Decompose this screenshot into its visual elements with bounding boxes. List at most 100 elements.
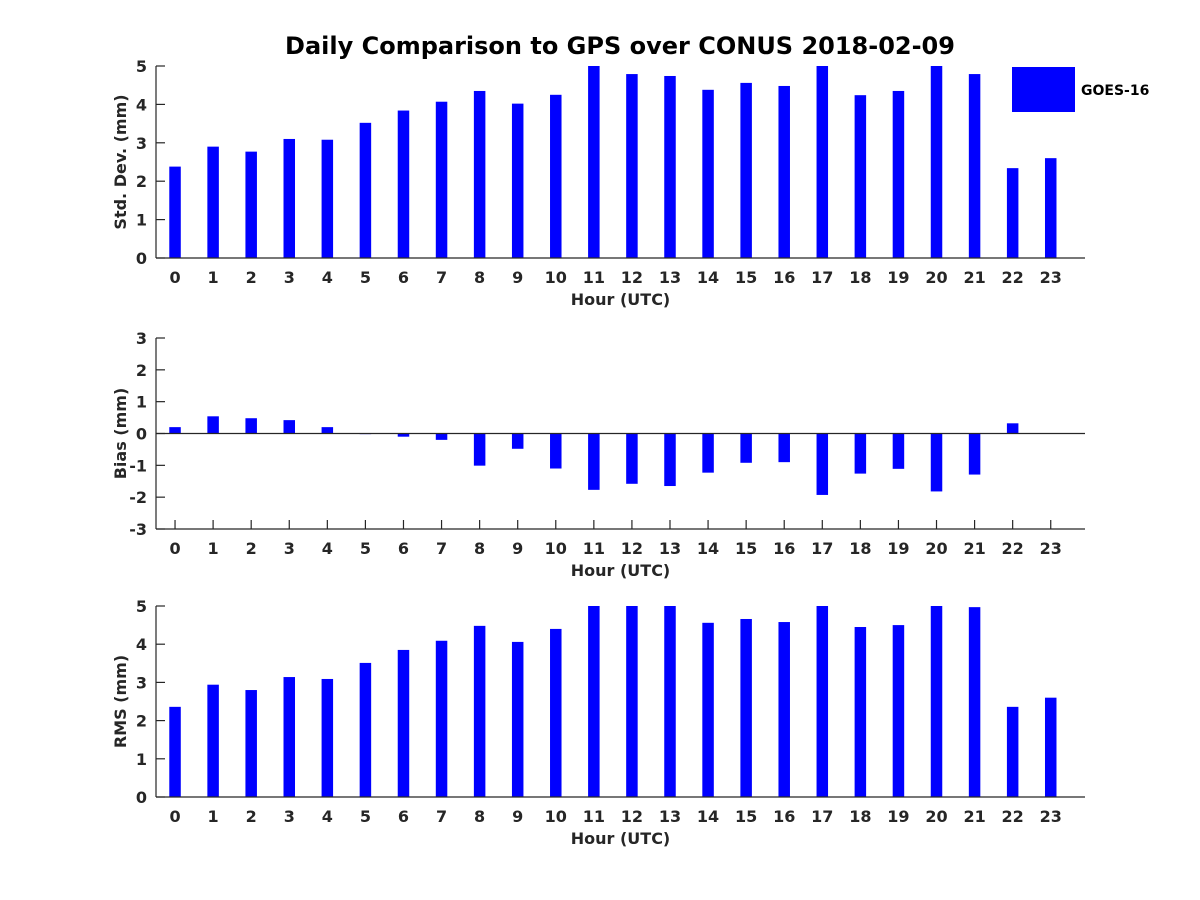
x-tick-label: 17 — [811, 807, 833, 826]
x-tick-label: 23 — [1040, 268, 1062, 287]
bar-std-dev-hour-21 — [968, 74, 981, 259]
x-tick-label: 4 — [322, 268, 333, 287]
bar-rms-hour-20 — [930, 606, 943, 797]
bar-std-dev-hour-7 — [435, 101, 448, 258]
bar-bias-hour-14 — [702, 433, 714, 473]
bar-std-dev-hour-10 — [550, 94, 562, 258]
bar-std-dev-hour-17 — [816, 66, 829, 258]
bar-bias-hour-19 — [892, 433, 905, 469]
bar-std-dev-hour-6 — [397, 110, 410, 258]
x-tick-label: 1 — [208, 268, 219, 287]
bar-std-dev-hour-23 — [1044, 158, 1057, 258]
y-tick-label: 0 — [136, 249, 147, 268]
bar-bias-hour-2 — [245, 418, 257, 434]
x-tick-label: 20 — [925, 268, 947, 287]
x-tick-label: 11 — [583, 268, 605, 287]
x-tick-label: 16 — [773, 539, 795, 558]
bar-rms-hour-14 — [702, 622, 714, 797]
x-tick-label: 13 — [659, 539, 681, 558]
bar-bias-hour-21 — [968, 433, 981, 475]
x-tick-label: 18 — [849, 539, 871, 558]
bar-bias-hour-4 — [321, 427, 334, 434]
bar-bias-hour-15 — [740, 433, 752, 463]
x-tick-label: 9 — [512, 807, 523, 826]
bar-std-dev-hour-19 — [892, 90, 905, 259]
bar-rms-hour-21 — [968, 607, 981, 797]
bar-rms-hour-23 — [1044, 697, 1057, 797]
bar-rms-hour-0 — [169, 706, 181, 797]
bar-rms-hour-18 — [854, 627, 867, 797]
y-tick-label: -1 — [129, 456, 147, 475]
x-tick-label: 2 — [246, 807, 257, 826]
bar-std-dev-hour-9 — [511, 103, 524, 258]
bar-rms-hour-10 — [550, 628, 562, 797]
x-tick-label: 16 — [773, 268, 795, 287]
bar-std-dev-hour-1 — [207, 146, 219, 258]
bar-rms-hour-16 — [778, 622, 790, 797]
x-axis-label-bias: Hour (UTC) — [571, 561, 671, 580]
bar-std-dev-hour-18 — [854, 95, 867, 259]
bar-std-dev-hour-3 — [283, 138, 296, 258]
x-tick-label: 4 — [322, 807, 333, 826]
x-tick-label: 3 — [284, 807, 295, 826]
x-tick-label: 12 — [621, 539, 643, 558]
y-tick-label: 4 — [136, 635, 147, 654]
x-tick-label: 8 — [474, 807, 485, 826]
y-tick-label: -3 — [129, 520, 147, 539]
x-tick-label: 21 — [963, 539, 985, 558]
bar-rms-hour-13 — [664, 606, 676, 797]
x-tick-label: 6 — [398, 539, 409, 558]
bar-rms-hour-2 — [245, 690, 257, 797]
bar-bias-hour-17 — [816, 433, 829, 495]
bar-std-dev-hour-12 — [626, 74, 638, 259]
x-tick-label: 10 — [545, 807, 567, 826]
x-tick-label: 10 — [545, 539, 567, 558]
y-tick-label: 5 — [136, 57, 147, 76]
bar-rms-hour-15 — [740, 618, 752, 797]
x-tick-label: 1 — [208, 539, 219, 558]
x-tick-label: 2 — [246, 268, 257, 287]
x-tick-label: 19 — [887, 807, 909, 826]
bar-rms-hour-8 — [473, 625, 486, 797]
x-tick-label: 3 — [284, 539, 295, 558]
bar-bias-hour-22 — [1006, 423, 1019, 434]
y-tick-label: 3 — [136, 329, 147, 348]
x-tick-label: 12 — [621, 807, 643, 826]
bar-rms-hour-17 — [816, 606, 829, 797]
legend: GOES-16 — [1012, 67, 1149, 112]
x-tick-label: 0 — [169, 807, 180, 826]
bar-std-dev-hour-2 — [245, 151, 257, 258]
x-tick-label: 18 — [849, 268, 871, 287]
x-tick-label: 11 — [583, 539, 605, 558]
x-tick-label: 18 — [849, 807, 871, 826]
x-tick-label: 10 — [545, 268, 567, 287]
x-tick-label: 6 — [398, 268, 409, 287]
x-tick-label: 13 — [659, 268, 681, 287]
x-tick-label: 20 — [925, 807, 947, 826]
bar-bias-hour-10 — [550, 433, 562, 469]
y-tick-label: 2 — [136, 172, 147, 191]
bar-std-dev-hour-8 — [473, 90, 486, 259]
x-tick-label: 22 — [1002, 807, 1024, 826]
y-tick-label: 5 — [136, 597, 147, 616]
x-tick-label: 3 — [284, 268, 295, 287]
x-tick-label: 17 — [811, 268, 833, 287]
chart-title: Daily Comparison to GPS over CONUS 2018-… — [285, 32, 955, 60]
y-tick-label: 1 — [136, 393, 147, 412]
x-tick-label: 5 — [360, 268, 371, 287]
x-tick-label: 14 — [697, 807, 719, 826]
y-tick-label: 3 — [136, 134, 147, 153]
bar-bias-hour-18 — [854, 433, 867, 474]
x-tick-label: 20 — [925, 539, 947, 558]
x-tick-label: 5 — [360, 807, 371, 826]
x-tick-label: 15 — [735, 539, 757, 558]
bar-std-dev-hour-20 — [930, 66, 943, 258]
x-tick-label: 15 — [735, 268, 757, 287]
x-tick-label: 8 — [474, 539, 485, 558]
y-tick-label: 1 — [136, 211, 147, 230]
x-tick-label: 19 — [887, 268, 909, 287]
x-tick-label: 0 — [169, 539, 180, 558]
bar-rms-hour-19 — [892, 625, 905, 797]
